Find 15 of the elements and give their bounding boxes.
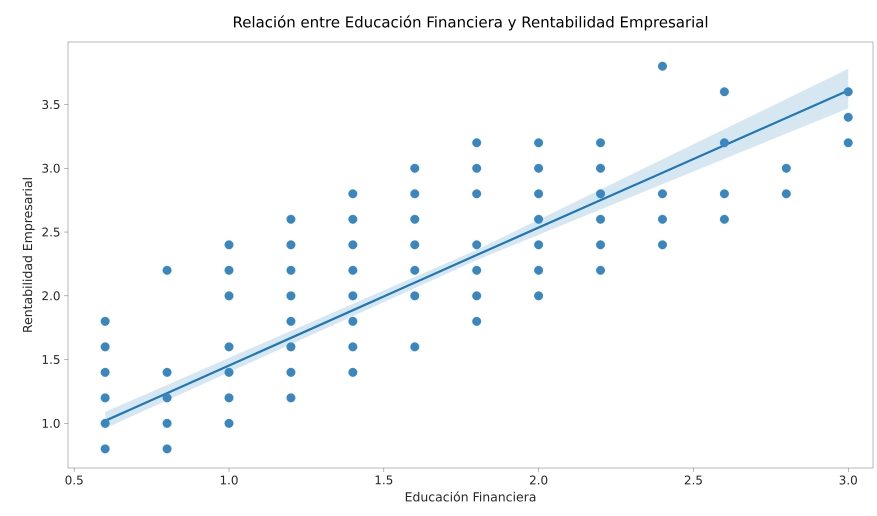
x-tick-label: 3.0 bbox=[840, 476, 857, 485]
x-tick-label: 2.5 bbox=[684, 476, 702, 485]
x-axis-title: Educación Financiera bbox=[406, 491, 536, 502]
y-tick-label: 3.0 bbox=[42, 164, 60, 173]
x-tick-label: 1.0 bbox=[220, 476, 238, 485]
chart-title: Relación entre Educación Financiera y Rentabilidad Empresarial bbox=[234, 15, 708, 30]
x-tick-label: 1.5 bbox=[376, 476, 392, 484]
y-tick-label: 2.0 bbox=[42, 291, 60, 300]
y-axis-title: Rentabilidad Empresarial bbox=[22, 178, 35, 332]
x-tick-label: 0.5 bbox=[65, 476, 83, 485]
y-tick-label: 3.5 bbox=[42, 100, 60, 110]
y-tick-label: 1.5 bbox=[42, 355, 60, 364]
y-tick-label: 1.0 bbox=[42, 418, 60, 428]
y-tick-label: 2.5 bbox=[42, 228, 60, 237]
x-tick-label: 2.0 bbox=[530, 476, 548, 485]
